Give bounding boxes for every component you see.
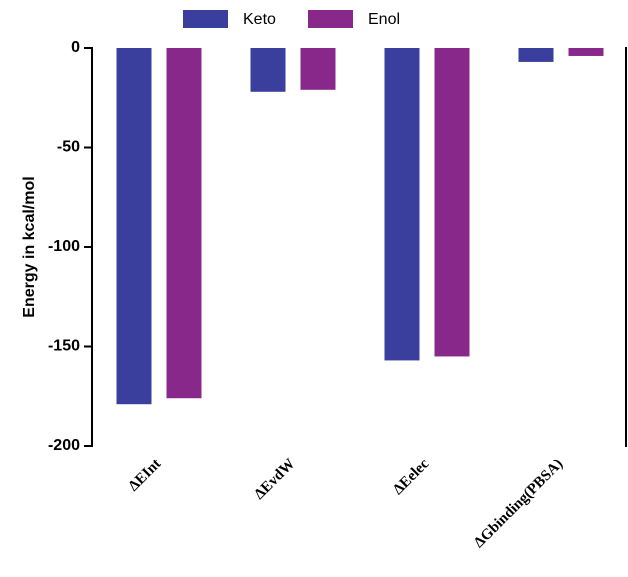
bar	[250, 48, 286, 92]
y-tick-label: -50	[57, 139, 80, 156]
x-tick-label: ΔEvdW	[251, 456, 298, 503]
bar	[300, 48, 336, 90]
y-tick-label: 0	[71, 39, 80, 56]
bar	[434, 48, 470, 357]
y-tick-label: -150	[48, 338, 80, 355]
bar	[166, 48, 202, 399]
y-tick-label: -200	[48, 437, 80, 454]
y-axis-label: Energy in kcal/mol	[21, 176, 38, 317]
legend-swatch	[308, 10, 353, 28]
y-tick-label: -100	[48, 238, 80, 255]
bar	[116, 48, 152, 405]
legend-label: Enol	[368, 11, 400, 28]
legend-label: Keto	[243, 11, 276, 28]
bar	[568, 48, 604, 56]
x-tick-label: ΔEInt	[126, 456, 165, 495]
legend-swatch	[183, 10, 228, 28]
bar	[384, 48, 420, 361]
bar	[518, 48, 554, 62]
x-tick-label: ΔEelec	[390, 456, 432, 498]
x-tick-label: ΔGbinding(PBSA)	[471, 456, 566, 551]
